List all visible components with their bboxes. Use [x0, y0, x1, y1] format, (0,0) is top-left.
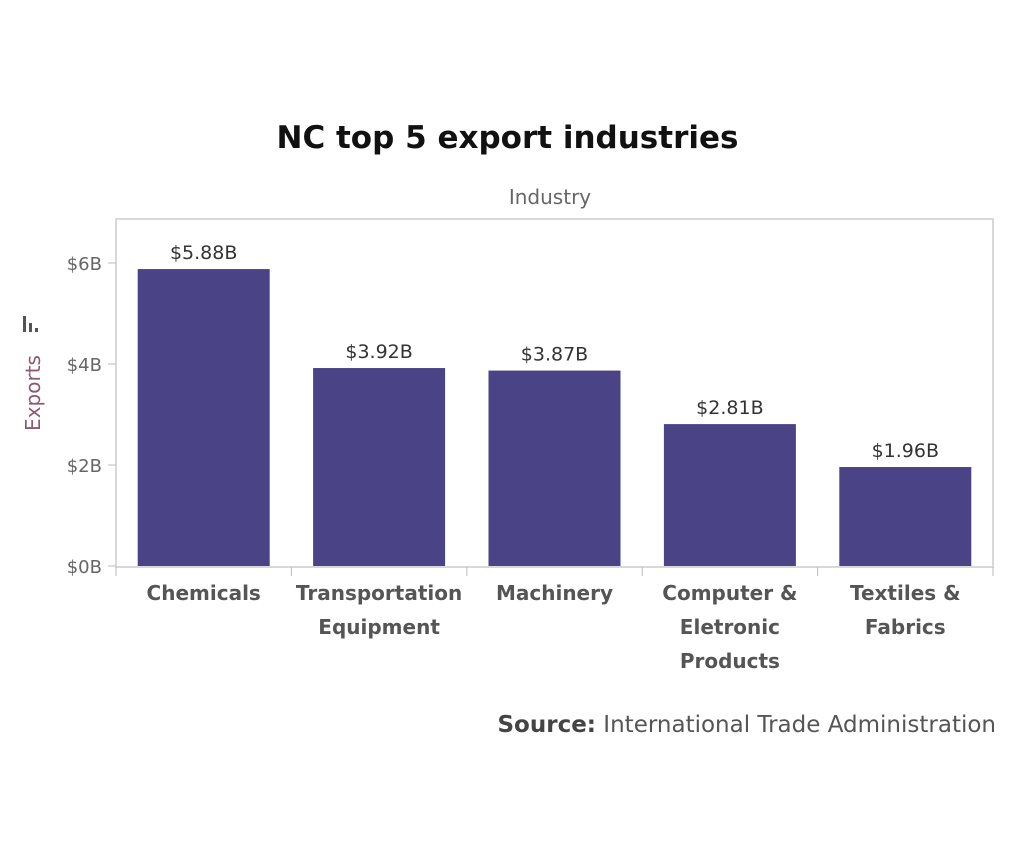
x-tick-label: Machinery: [496, 581, 613, 605]
data-label: $3.87B: [521, 344, 588, 366]
y-axis: $0B $2B $4B $6B: [67, 254, 116, 578]
source-text: International Trade Administration: [596, 712, 996, 738]
y-tick-label: $0B: [67, 557, 102, 578]
x-tick-label: Transportation: [296, 581, 462, 605]
axis-menu-icon[interactable]: [23, 316, 38, 332]
x-tick-label: Equipment: [318, 615, 440, 639]
x-tick-label: Computer &: [662, 581, 797, 605]
data-label: $3.92B: [345, 341, 412, 363]
bar[interactable]: [488, 370, 621, 566]
bar[interactable]: [313, 368, 446, 566]
source-label: Source:: [497, 712, 596, 738]
y-tick-label: $2B: [67, 456, 102, 477]
x-axis: Chemicals Transportation Equipment Machiner…: [115, 567, 994, 673]
plot-frame: [115, 218, 994, 568]
bar[interactable]: [137, 269, 270, 566]
x-tick-label: Eletronic: [680, 615, 780, 639]
x-tick-label: Chemicals: [147, 581, 261, 605]
x-tick-label: Textiles &: [850, 581, 961, 605]
y-tick-label: $6B: [67, 254, 102, 275]
data-label: $1.96B: [872, 440, 939, 462]
source-note: Source: International Trade Administrati…: [497, 712, 996, 738]
x-tick-label: Products: [680, 649, 780, 673]
chart-title: NC top 5 export industries: [276, 120, 739, 156]
bar[interactable]: [663, 424, 796, 566]
y-tick-label: $4B: [67, 355, 102, 376]
bars: $5.88B $3.92B $3.87B $2.81B $1.96B: [137, 242, 972, 566]
bar[interactable]: [839, 467, 972, 566]
x-axis-title: Industry: [509, 185, 591, 209]
x-tick-label: Fabrics: [865, 615, 946, 639]
data-label: $2.81B: [696, 397, 763, 419]
y-axis-title: Exports: [21, 355, 45, 431]
data-label: $5.88B: [170, 242, 237, 264]
